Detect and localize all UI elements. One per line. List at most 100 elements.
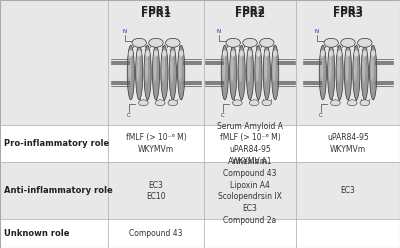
- Ellipse shape: [344, 45, 352, 100]
- Circle shape: [250, 100, 259, 106]
- Ellipse shape: [256, 52, 259, 82]
- Ellipse shape: [320, 52, 323, 82]
- Ellipse shape: [179, 50, 183, 57]
- Ellipse shape: [362, 52, 365, 82]
- Ellipse shape: [171, 50, 175, 57]
- Circle shape: [347, 100, 357, 106]
- Text: C: C: [319, 114, 323, 119]
- Ellipse shape: [361, 45, 368, 100]
- Ellipse shape: [127, 45, 134, 100]
- Ellipse shape: [222, 52, 225, 82]
- Ellipse shape: [337, 52, 340, 82]
- Ellipse shape: [265, 50, 269, 57]
- Ellipse shape: [231, 50, 235, 57]
- Ellipse shape: [272, 45, 279, 100]
- Ellipse shape: [273, 50, 277, 57]
- Ellipse shape: [319, 45, 326, 100]
- Ellipse shape: [238, 45, 245, 100]
- Circle shape: [155, 100, 165, 106]
- Ellipse shape: [248, 50, 252, 57]
- Ellipse shape: [230, 45, 237, 100]
- Text: Unknown role: Unknown role: [4, 229, 70, 238]
- Circle shape: [149, 38, 163, 47]
- Text: N: N: [123, 29, 127, 34]
- Ellipse shape: [129, 50, 133, 57]
- Ellipse shape: [363, 50, 367, 57]
- Ellipse shape: [223, 50, 227, 57]
- Text: C: C: [221, 114, 225, 119]
- Ellipse shape: [128, 52, 131, 82]
- Circle shape: [360, 100, 370, 106]
- Ellipse shape: [146, 50, 150, 57]
- Ellipse shape: [264, 52, 267, 82]
- Circle shape: [262, 100, 272, 106]
- Ellipse shape: [161, 45, 168, 100]
- Ellipse shape: [240, 50, 244, 57]
- Ellipse shape: [328, 45, 335, 100]
- Ellipse shape: [329, 50, 333, 57]
- Text: Compound 43: Compound 43: [129, 229, 183, 238]
- Ellipse shape: [162, 50, 166, 57]
- Ellipse shape: [170, 52, 173, 82]
- Ellipse shape: [154, 50, 158, 57]
- Ellipse shape: [346, 50, 350, 57]
- Ellipse shape: [162, 52, 165, 82]
- Circle shape: [324, 38, 338, 47]
- Ellipse shape: [328, 52, 332, 82]
- Circle shape: [233, 100, 242, 106]
- Ellipse shape: [336, 45, 343, 100]
- Ellipse shape: [256, 50, 260, 57]
- Ellipse shape: [221, 45, 228, 100]
- Ellipse shape: [354, 50, 358, 57]
- Ellipse shape: [137, 50, 141, 57]
- Circle shape: [226, 38, 240, 47]
- Ellipse shape: [345, 52, 348, 82]
- Ellipse shape: [153, 52, 156, 82]
- Text: N: N: [315, 29, 319, 34]
- Circle shape: [168, 100, 178, 106]
- Text: Annexin A1
Compound 43
Lipoxin A4
Scolopendrsin IX
EC3
Compound 2a: Annexin A1 Compound 43 Lipoxin A4 Scolop…: [218, 157, 282, 225]
- Bar: [0, 219, 400, 248]
- Text: FPR3: FPR3: [333, 5, 363, 16]
- Text: Serum Amyloid A
fMLF (> 10⁻⁶ M)
uPAR84-95
WKYMVm: Serum Amyloid A fMLF (> 10⁻⁶ M) uPAR84-9…: [217, 122, 283, 166]
- Text: N: N: [217, 29, 221, 34]
- Text: C: C: [127, 114, 131, 119]
- Ellipse shape: [239, 52, 242, 82]
- Circle shape: [341, 38, 355, 47]
- Ellipse shape: [272, 52, 276, 82]
- Ellipse shape: [178, 52, 182, 82]
- Text: fMLF (> 10⁻⁶ M)
WKYMVm: fMLF (> 10⁻⁶ M) WKYMVm: [126, 133, 186, 154]
- Circle shape: [138, 100, 148, 106]
- Ellipse shape: [152, 45, 160, 100]
- Circle shape: [243, 38, 257, 47]
- Ellipse shape: [178, 45, 185, 100]
- Ellipse shape: [247, 52, 250, 82]
- Ellipse shape: [136, 52, 140, 82]
- Circle shape: [132, 38, 146, 47]
- Ellipse shape: [353, 45, 360, 100]
- Ellipse shape: [263, 45, 270, 100]
- Text: Anti-inflammatory role: Anti-inflammatory role: [4, 186, 113, 195]
- Bar: [0, 125, 400, 162]
- Circle shape: [166, 38, 180, 47]
- Ellipse shape: [136, 45, 143, 100]
- Ellipse shape: [144, 45, 151, 100]
- Ellipse shape: [246, 45, 254, 100]
- Ellipse shape: [145, 52, 148, 82]
- Ellipse shape: [255, 45, 262, 100]
- Ellipse shape: [370, 45, 377, 100]
- Bar: [0, 0, 400, 125]
- Circle shape: [260, 38, 274, 47]
- Text: EC3
EC10: EC3 EC10: [146, 181, 166, 201]
- Text: FPR2: FPR2: [235, 5, 265, 16]
- Ellipse shape: [371, 50, 375, 57]
- Ellipse shape: [338, 50, 342, 57]
- Text: EC3: EC3: [340, 186, 356, 195]
- Text: FPR3: FPR3: [333, 9, 363, 19]
- Ellipse shape: [354, 52, 357, 82]
- Ellipse shape: [370, 52, 374, 82]
- Circle shape: [358, 38, 372, 47]
- Text: uPAR84-95
WKYMVm: uPAR84-95 WKYMVm: [327, 133, 369, 154]
- Ellipse shape: [321, 50, 325, 57]
- Ellipse shape: [169, 45, 176, 100]
